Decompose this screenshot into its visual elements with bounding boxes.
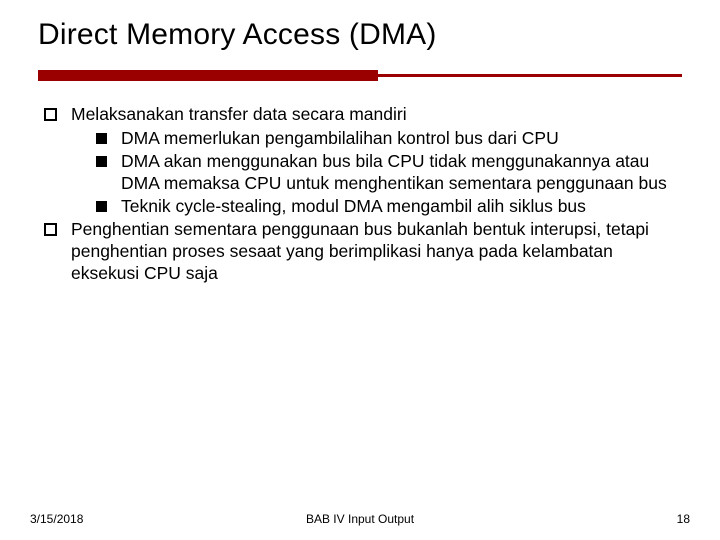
bullet-level1: Melaksanakan transfer data secara mandir… [38,104,682,126]
square-filled-icon [96,156,107,167]
bullet-level2: DMA akan menggunakan bus bila CPU tidak … [96,151,682,195]
title-rule [38,70,682,82]
sub3-text: Teknik cycle-stealing, modul DMA mengamb… [121,196,682,218]
sub1-text: DMA memerlukan pengambilalihan kontrol b… [121,128,682,150]
sub2-text: DMA akan menggunakan bus bila CPU tidak … [121,151,682,195]
bullet-level2: Teknik cycle-stealing, modul DMA mengamb… [96,196,682,218]
footer-center: BAB IV Input Output [306,512,414,526]
slide-title: Direct Memory Access (DMA) [38,18,682,52]
slide-body: Direct Memory Access (DMA) Melaksanakan … [0,0,720,285]
rule-thick [38,70,378,81]
square-filled-icon [96,133,107,144]
bullet-level1: Penghentian sementara penggunaan bus buk… [38,219,682,285]
square-outline-icon [44,223,57,236]
subbullet-group: DMA memerlukan pengambilalihan kontrol b… [96,128,682,218]
bullet2-text: Penghentian sementara penggunaan bus buk… [71,219,682,285]
square-outline-icon [44,108,57,121]
content-area: Melaksanakan transfer data secara mandir… [38,104,682,285]
footer-page-number: 18 [677,512,690,526]
bullet1-text: Melaksanakan transfer data secara mandir… [71,104,682,126]
bullet-level2: DMA memerlukan pengambilalihan kontrol b… [96,128,682,150]
slide-footer: 3/15/2018 BAB IV Input Output 18 [0,512,720,526]
square-filled-icon [96,201,107,212]
footer-date: 3/15/2018 [30,512,83,526]
